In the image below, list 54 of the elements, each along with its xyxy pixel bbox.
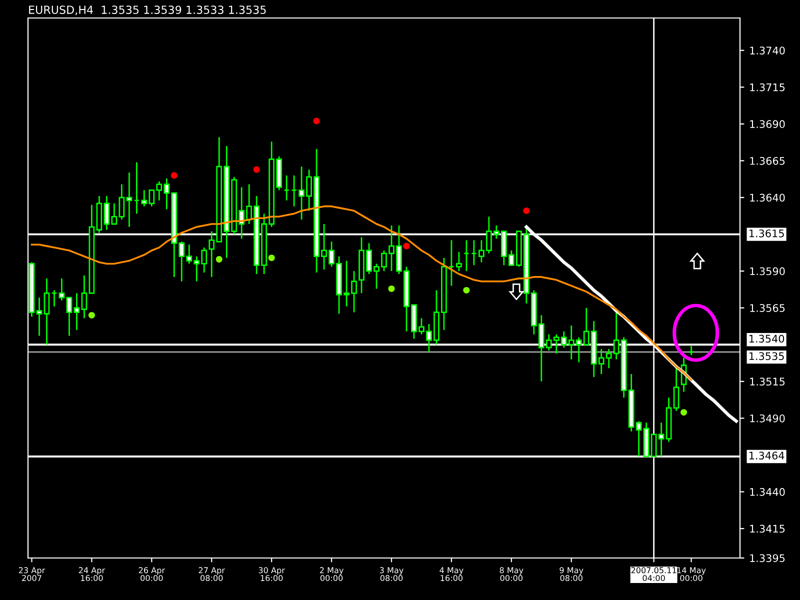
y-tick-label: 1.3740 (750, 46, 785, 54)
y-tick-label: 1.3440 (750, 488, 785, 496)
x-tick-label: 3 May 08:00 (380, 567, 404, 582)
x-tick-label: 30 Apr 16:00 (258, 567, 285, 582)
y-tick-label: 1.3490 (750, 414, 785, 422)
candlestick (448, 239, 454, 286)
ref-line-label: 1.3464 (749, 452, 784, 460)
y-tick-label: 1.3640 (750, 194, 785, 202)
y-tick-label: 1.3690 (750, 120, 785, 128)
point (268, 254, 275, 262)
candlestick (74, 292, 80, 331)
candlestick (44, 278, 50, 346)
candlestick (456, 251, 462, 272)
x-tick-label: 26 Apr 00:00 (138, 567, 166, 582)
y-tick-label: 1.3395 (750, 554, 785, 562)
candlestick (291, 174, 298, 208)
point (463, 286, 470, 294)
x-tick-label: 2007.05.11 04:00 (631, 567, 676, 582)
x-tick-label: 4 May 16:00 (440, 567, 464, 582)
x-tick-label: 14 May 00:00 (677, 567, 706, 582)
candlestick (464, 239, 470, 272)
x-tick-label: 8 May 00:00 (500, 567, 524, 582)
candlestick (284, 174, 290, 202)
x-tick-label: 9 May 08:00 (560, 567, 584, 582)
y-tick-label: 1.3715 (750, 83, 785, 92)
y-tick-label: 1.3415 (750, 524, 785, 533)
x-tick-label: 24 Apr 16:00 (78, 567, 106, 582)
candlestick (51, 290, 58, 308)
ref-line-label: 1.3535 (749, 352, 784, 360)
candlestick (81, 274, 88, 319)
point (88, 312, 95, 318)
candlestick (36, 296, 42, 337)
candlestick (470, 239, 477, 266)
chart-title: EURUSD,H4 1.3535 1.3539 1.3533 1.3535 (29, 6, 266, 16)
point (523, 207, 530, 214)
point (680, 409, 688, 416)
y-tick-label: 1.3515 (750, 378, 785, 386)
ref-line-label: 1.3615 (749, 229, 784, 238)
x-tick-label: 23 Apr 2007 (18, 567, 46, 582)
point (216, 256, 222, 263)
point (170, 172, 178, 179)
x-tick-label: 2 May 00:00 (320, 567, 344, 582)
x-tick-label: 27 Apr 08:00 (198, 567, 225, 582)
candlestick (66, 296, 72, 337)
candlestick (58, 278, 65, 302)
point (313, 118, 320, 124)
point (403, 242, 410, 250)
y-tick-label: 1.3565 (750, 304, 785, 312)
y-tick-label: 1.3590 (750, 267, 785, 276)
candlestick (673, 366, 680, 412)
point (388, 285, 395, 292)
ref-line-label: 1.3540 (749, 334, 784, 343)
y-tick-label: 1.3665 (750, 156, 785, 165)
point (253, 166, 260, 173)
